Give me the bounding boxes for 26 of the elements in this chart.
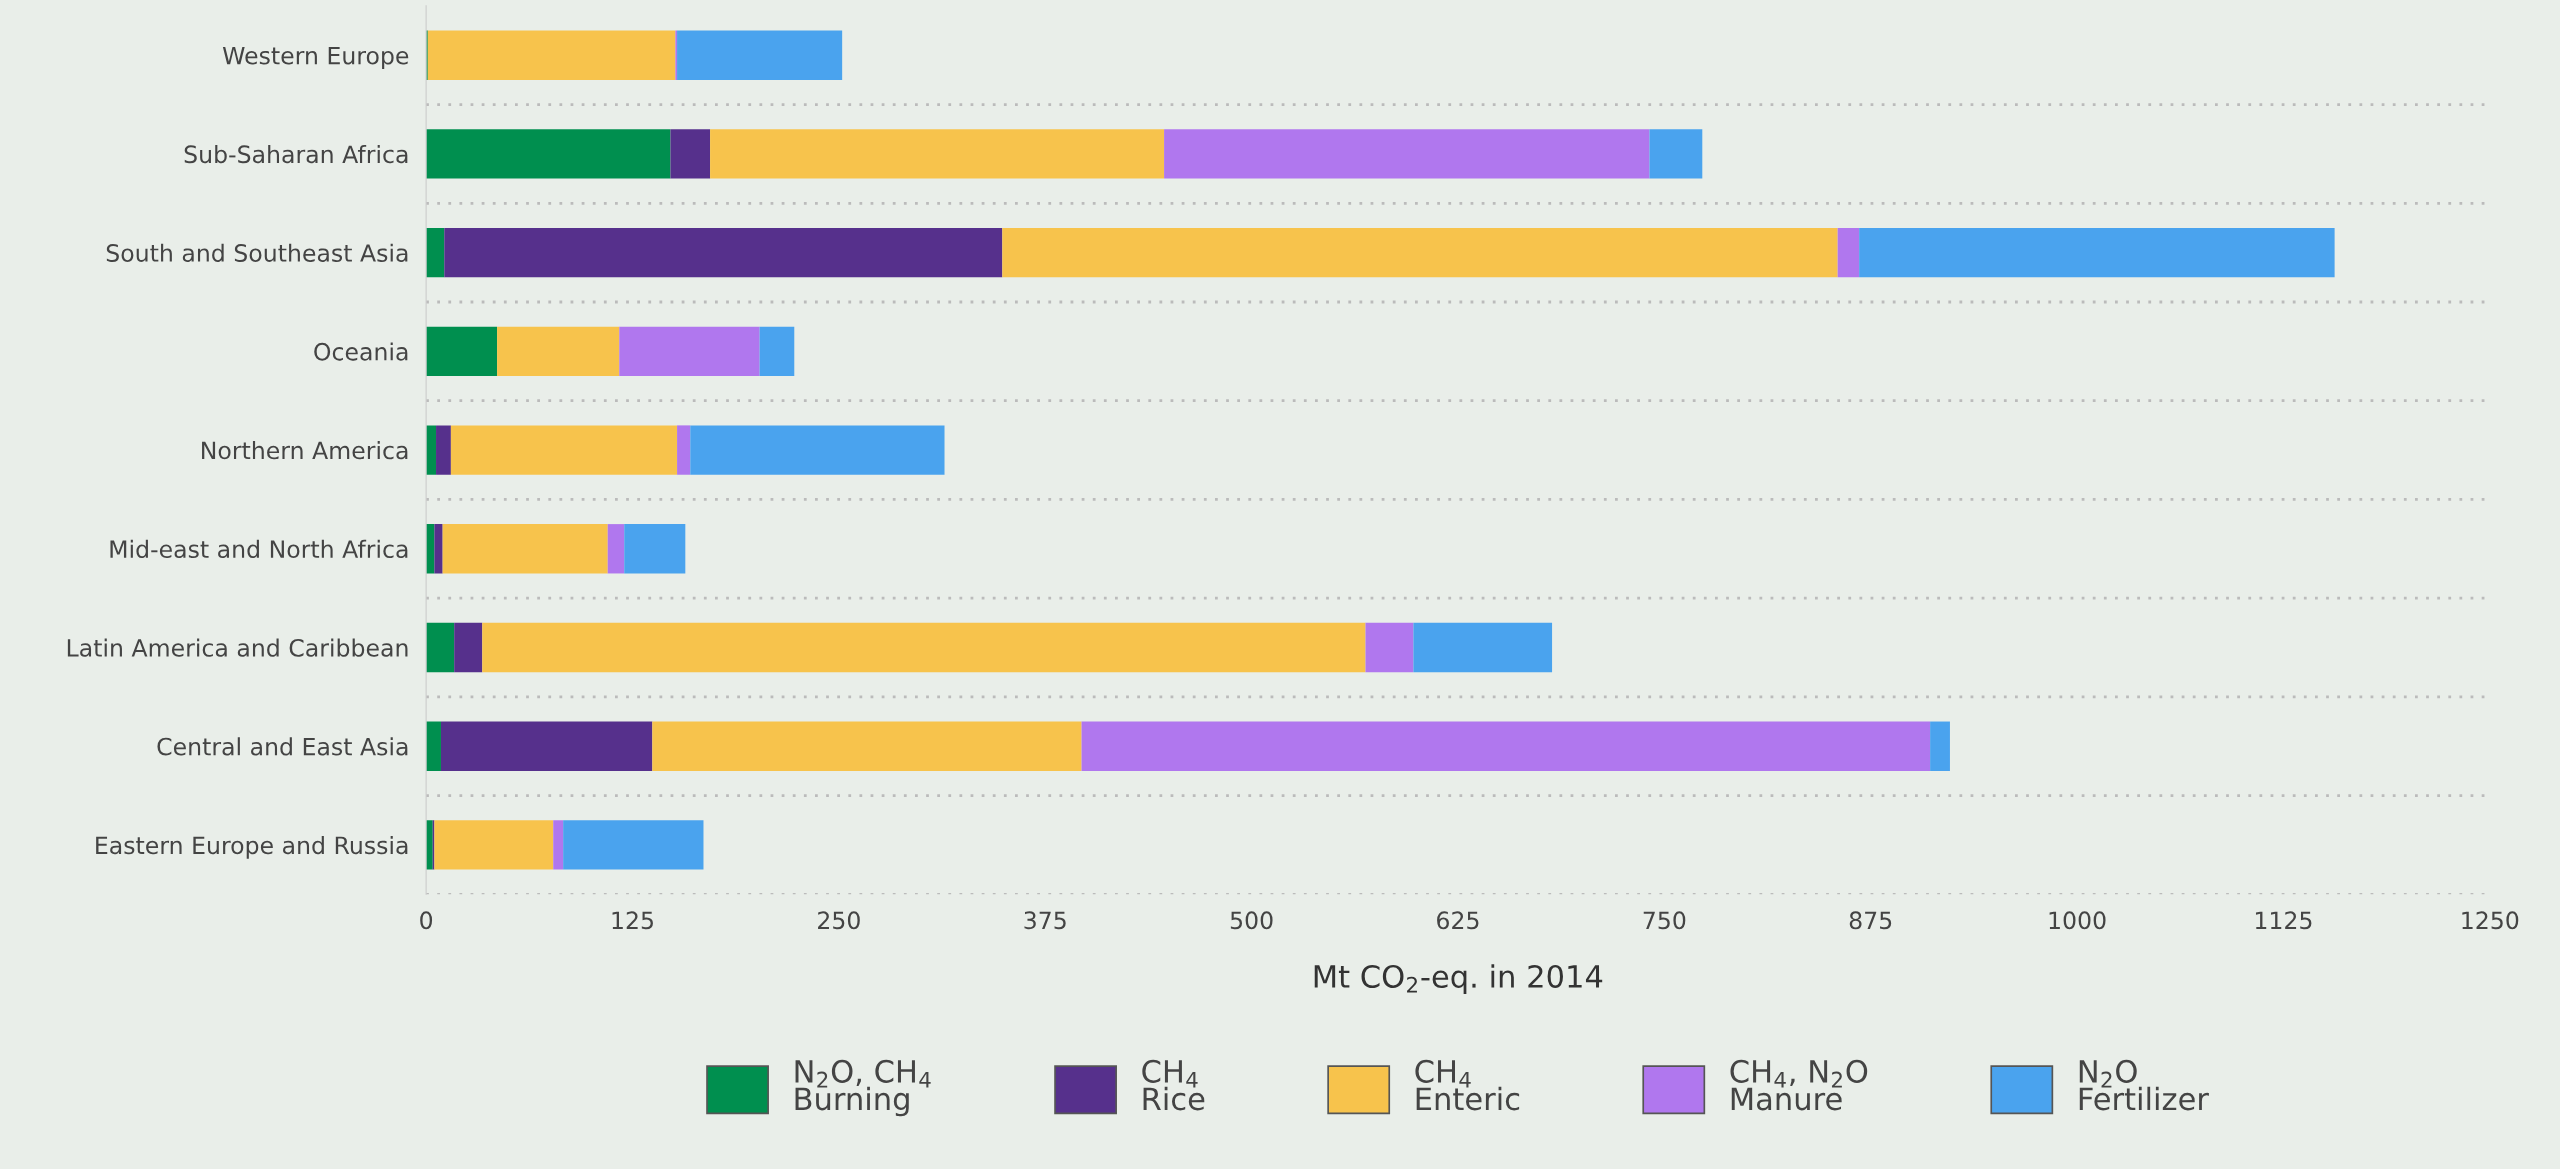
x-tick-label: 875	[1849, 911, 1892, 930]
y-tick-label: Western Europe	[222, 46, 409, 70]
x-tick-label: 625	[1437, 911, 1479, 930]
x-tick-label: 1000	[2049, 911, 2106, 930]
x-tick-label: 250	[818, 911, 860, 930]
legend-label: CH$_{4}$ Enteric	[1415, 1059, 1520, 1111]
x-tick-label: 0	[420, 911, 433, 930]
y-tick-label: Latin America and Caribbean	[67, 638, 408, 657]
y-tick-label: Mid-east and North Africa	[110, 539, 408, 559]
x-tick-label: 125	[612, 911, 653, 930]
x-tick-label: 1125	[2255, 911, 2312, 930]
y-tick-label: South and Southeast Asia	[106, 243, 408, 262]
legend-label: CH$_{4}$, N$_{2}$O Manure	[1730, 1059, 1868, 1111]
x-axis-title: Mt CO$_{2}$-eq. in 2014	[1314, 964, 1603, 994]
x-tick-label: 1250	[2462, 911, 2519, 930]
y-tick-label: Oceania	[314, 342, 408, 361]
y-tick-label: Eastern Europe and Russia	[96, 835, 408, 859]
y-tick-label: Sub-Saharan Africa	[184, 144, 408, 164]
x-tick-label: 750	[1643, 911, 1686, 930]
legend-label: CH$_{4}$ Rice	[1142, 1059, 1205, 1111]
legend-label: N$_{2}$O Fertilizer	[2079, 1059, 2209, 1111]
x-tick-label: 375	[1024, 911, 1066, 930]
y-tick-label: Northern America	[202, 441, 408, 460]
y-tick-label: Central and East Asia	[157, 737, 408, 756]
x-tick-label: 500	[1230, 911, 1273, 930]
legend-label: N$_{2}$O, CH$_{4}$ Burning	[795, 1059, 931, 1117]
